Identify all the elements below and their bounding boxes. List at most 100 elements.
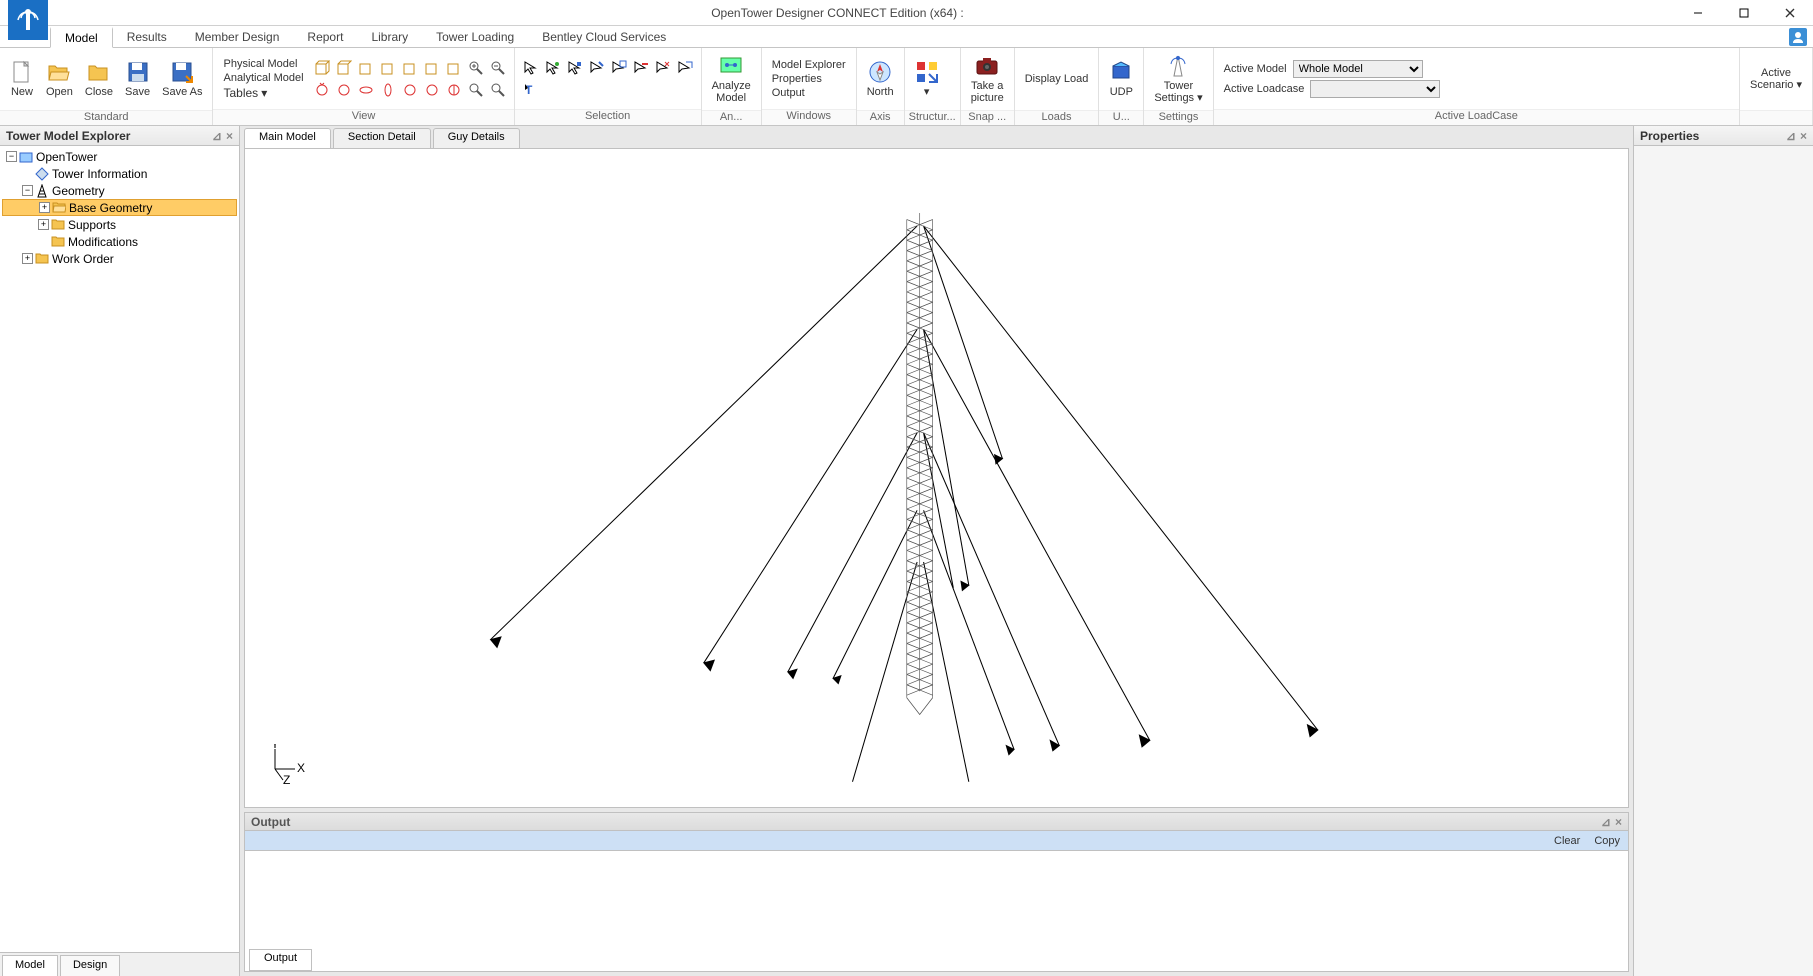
zoom-out-icon[interactable] (488, 58, 508, 78)
model-explorer-button[interactable]: Model Explorer (772, 58, 846, 72)
zoom-in-icon[interactable] (466, 58, 486, 78)
view-cube-1-icon[interactable] (312, 58, 332, 78)
active-scenario-button[interactable]: ActiveScenario ▾ (1744, 50, 1808, 108)
ribbon-group-structure: ▾ Structur... (905, 48, 961, 125)
output-tab[interactable]: Output (249, 949, 312, 971)
output-pin-icon[interactable]: ⊿ (1601, 815, 1611, 829)
tab-results[interactable]: Results (113, 26, 181, 47)
view-cube-3-icon[interactable] (356, 58, 376, 78)
properties-button[interactable]: Properties (772, 72, 846, 86)
panel-close-icon[interactable]: × (226, 129, 233, 143)
expand-icon[interactable]: + (38, 219, 49, 230)
view-cube-5-icon[interactable] (400, 58, 420, 78)
pin-icon[interactable]: ⊿ (212, 129, 222, 143)
tab-report[interactable]: Report (293, 26, 357, 47)
expand-icon[interactable]: − (22, 185, 33, 196)
active-loadcase-select[interactable] (1310, 80, 1440, 98)
output-header: Output ⊿ × (245, 813, 1628, 831)
save-button[interactable]: Save (119, 50, 156, 108)
selection-group-label: Selection (515, 109, 701, 125)
properties-pin-icon[interactable]: ⊿ (1786, 129, 1796, 143)
tree-item-base-geometry[interactable]: +Base Geometry (2, 199, 237, 216)
select-cursor-3-icon[interactable] (565, 58, 585, 78)
analyze-model-button[interactable]: AnalyzeModel (706, 50, 757, 108)
output-clear-button[interactable]: Clear (1554, 835, 1580, 847)
open-button[interactable]: Open (40, 50, 79, 108)
north-button[interactable]: North (861, 50, 900, 108)
select-cursor-6-icon[interactable] (631, 58, 651, 78)
tab-section-detail[interactable]: Section Detail (333, 128, 431, 148)
expand-icon[interactable]: + (39, 202, 50, 213)
tree-item-modifications[interactable]: Modifications (2, 233, 237, 250)
chevron-down-icon: ▾ (261, 86, 267, 100)
tab-guy-details[interactable]: Guy Details (433, 128, 520, 148)
main-area: Tower Model Explorer ⊿ × −OpenTower Tower… (0, 126, 1813, 976)
rotate-3-icon[interactable] (356, 80, 376, 100)
select-cursor-4-icon[interactable] (587, 58, 607, 78)
close-button-ribbon[interactable]: Close (79, 50, 119, 108)
tower-settings-button[interactable]: TowerSettings ▾ (1148, 50, 1208, 108)
save-as-button[interactable]: Save As (156, 50, 208, 108)
select-cursor-8-icon[interactable] (675, 58, 695, 78)
analytical-model-button[interactable]: Analytical Model (223, 71, 303, 85)
rotate-1-icon[interactable] (312, 80, 332, 100)
explorer-tab-design[interactable]: Design (60, 955, 120, 976)
user-account-icon[interactable] (1789, 28, 1807, 46)
expand-icon[interactable]: − (6, 151, 17, 162)
physical-model-button[interactable]: Physical Model (223, 57, 303, 71)
view-cube-2-icon[interactable] (334, 58, 354, 78)
rotate-5-icon[interactable] (400, 80, 420, 100)
display-load-button[interactable]: Display Load (1019, 50, 1095, 108)
take-picture-button[interactable]: Take apicture (965, 50, 1010, 108)
tables-dropdown[interactable]: Tables ▾ (223, 85, 303, 101)
view-cube-6-icon[interactable] (422, 58, 442, 78)
active-model-select[interactable]: Whole Model (1293, 60, 1423, 78)
chevron-down-icon: ▾ (924, 86, 930, 98)
view-cube-4-icon[interactable] (378, 58, 398, 78)
tree-item-work-order[interactable]: +Work Order (2, 250, 237, 267)
rotate-2-icon[interactable] (334, 80, 354, 100)
ribbon-group-settings: TowerSettings ▾ Settings (1144, 48, 1213, 125)
tab-tower-loading[interactable]: Tower Loading (422, 26, 528, 47)
structure-button[interactable]: ▾ (909, 50, 945, 108)
3d-viewport[interactable]: // generate tiny X-bracing pattern (func… (244, 148, 1629, 808)
tree-item-label: Geometry (52, 184, 105, 198)
ribbon-group-loads: Display Load Loads (1015, 48, 1100, 125)
tab-bentley-cloud[interactable]: Bentley Cloud Services (528, 26, 680, 47)
tab-member-design[interactable]: Member Design (181, 26, 294, 47)
close-button[interactable] (1767, 0, 1813, 26)
maximize-button[interactable] (1721, 0, 1767, 26)
output-copy-button[interactable]: Copy (1594, 835, 1620, 847)
tree-item-opentower[interactable]: −OpenTower (2, 148, 237, 165)
tower-model-explorer-panel: Tower Model Explorer ⊿ × −OpenTower Tower… (0, 126, 240, 976)
select-cursor-7-icon[interactable] (653, 58, 673, 78)
explorer-tab-model[interactable]: Model (2, 955, 58, 976)
properties-close-icon[interactable]: × (1800, 129, 1807, 143)
udp-button[interactable]: UDP (1103, 50, 1139, 108)
expand-icon[interactable]: + (22, 253, 33, 264)
output-close-icon[interactable]: × (1615, 815, 1622, 829)
rotate-6-icon[interactable] (422, 80, 442, 100)
tab-library[interactable]: Library (357, 26, 422, 47)
select-cursor-2-icon[interactable] (543, 58, 563, 78)
new-button[interactable]: New (4, 50, 40, 108)
select-cursor-5-icon[interactable] (609, 58, 629, 78)
explorer-header: Tower Model Explorer ⊿ × (0, 126, 239, 146)
view-cube-7-icon[interactable] (444, 58, 464, 78)
tree-item-geometry[interactable]: − Geometry (2, 182, 237, 199)
zoom-fit-icon[interactable] (466, 80, 486, 100)
rotate-7-icon[interactable] (444, 80, 464, 100)
tree-item-tower-information[interactable]: Tower Information (2, 165, 237, 182)
tree-item-label: Tower Information (52, 167, 147, 181)
rotate-4-icon[interactable] (378, 80, 398, 100)
output-toolbar: Clear Copy (245, 831, 1628, 851)
output-button[interactable]: Output (772, 86, 846, 100)
tab-main-model[interactable]: Main Model (244, 128, 331, 148)
title-bar: OpenTower Designer CONNECT Edition (x64)… (0, 0, 1813, 26)
tree-item-supports[interactable]: +Supports (2, 216, 237, 233)
select-text-icon[interactable]: T (521, 80, 541, 100)
select-cursor-1-icon[interactable] (521, 58, 541, 78)
tab-model[interactable]: Model (50, 27, 113, 48)
minimize-button[interactable] (1675, 0, 1721, 26)
zoom-window-icon[interactable] (488, 80, 508, 100)
